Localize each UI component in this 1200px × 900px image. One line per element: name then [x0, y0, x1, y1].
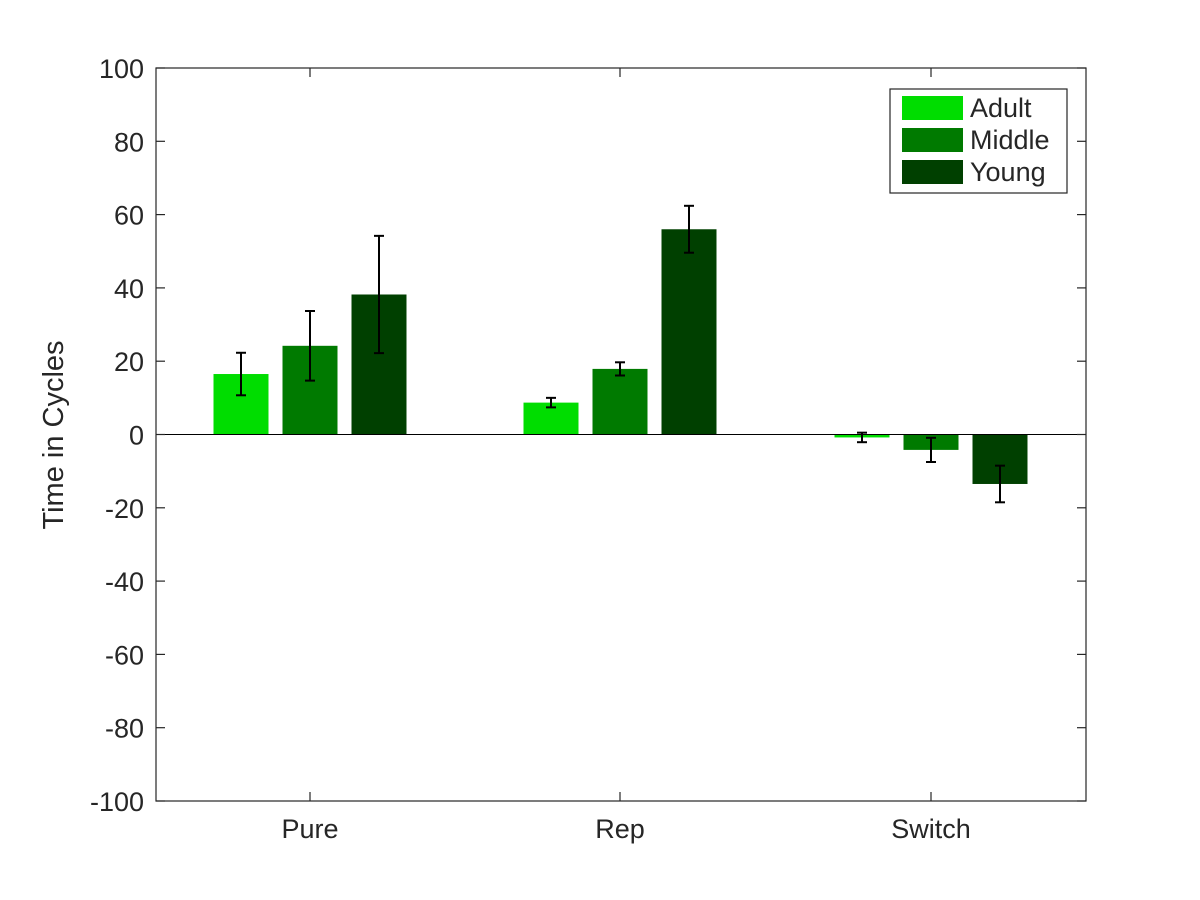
legend-swatch-middle — [902, 128, 963, 152]
x-tick-label: Rep — [595, 814, 645, 844]
y-tick-label: -80 — [105, 714, 144, 744]
y-axis-title: Time in Cycles — [38, 340, 70, 529]
y-tick-label: 40 — [114, 274, 144, 304]
error-bar — [926, 436, 936, 463]
y-tick-label: 0 — [129, 421, 144, 451]
bar-middle-rep — [592, 368, 648, 435]
error-bar — [684, 204, 694, 254]
legend-label-adult: Adult — [970, 93, 1032, 123]
error-bar — [305, 309, 315, 382]
legend-label-middle: Middle — [970, 125, 1050, 155]
x-tick-label: Pure — [281, 814, 338, 844]
x-tick-label: Switch — [891, 814, 971, 844]
y-tick-label: 20 — [114, 347, 144, 377]
legend-label-young: Young — [970, 157, 1046, 187]
y-tick-label: 60 — [114, 201, 144, 231]
error-bar — [546, 396, 556, 409]
error-bar — [995, 464, 1005, 504]
error-bar — [615, 361, 625, 377]
legend-swatch-adult — [902, 96, 963, 120]
plot-area — [213, 204, 1028, 504]
legend-swatch-young — [902, 160, 963, 184]
axes: -100 -80 -60 -40 -20 0 20 40 60 80 100 Pure Rep Switc… — [90, 54, 1087, 844]
y-tick-label: 100 — [99, 54, 144, 84]
y-tick-label: -100 — [90, 787, 144, 817]
y-tick-label: 80 — [114, 127, 144, 157]
error-bar — [374, 234, 384, 355]
y-tick-label: -60 — [105, 640, 144, 670]
error-bar — [236, 351, 246, 397]
y-tick-label: -40 — [105, 567, 144, 597]
y-tick-label: -20 — [105, 494, 144, 524]
bar-young-rep — [661, 229, 717, 435]
